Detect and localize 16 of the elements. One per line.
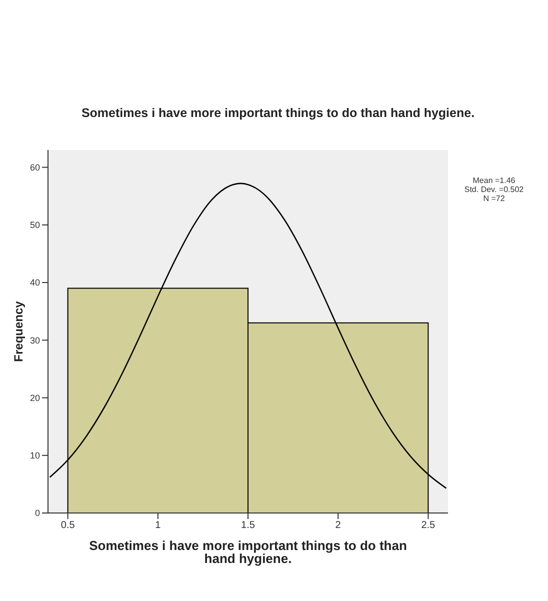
- text: Mean =1.46 Std. Dev. =0.502 N =72: [463, 176, 525, 203]
- y-tick-label: 20: [30, 392, 40, 403]
- y-tick-label: 30: [30, 335, 40, 346]
- y-tick-label: 10: [30, 450, 40, 461]
- y-tick-label: 60: [30, 162, 40, 172]
- x-axis-title: Sometimes i have more important things to do than hand hygiene.: [89, 538, 407, 566]
- y-tick-label: 40: [30, 278, 40, 288]
- x-tick-label: 2.5: [421, 520, 436, 532]
- x-tick-label: 2: [335, 520, 342, 532]
- x-tick-label: 0.5: [60, 520, 76, 532]
- y-tick-label: 50: [30, 220, 40, 230]
- x-tick-label: 1.5: [241, 520, 256, 532]
- x-tick-label: 1: [155, 520, 162, 532]
- y-tick-label: 0: [34, 508, 40, 518]
- y-axis-title: Frequency: [11, 300, 26, 362]
- chart-title: Sometimes i have more important things to do than hand hygiene.: [80, 106, 476, 120]
